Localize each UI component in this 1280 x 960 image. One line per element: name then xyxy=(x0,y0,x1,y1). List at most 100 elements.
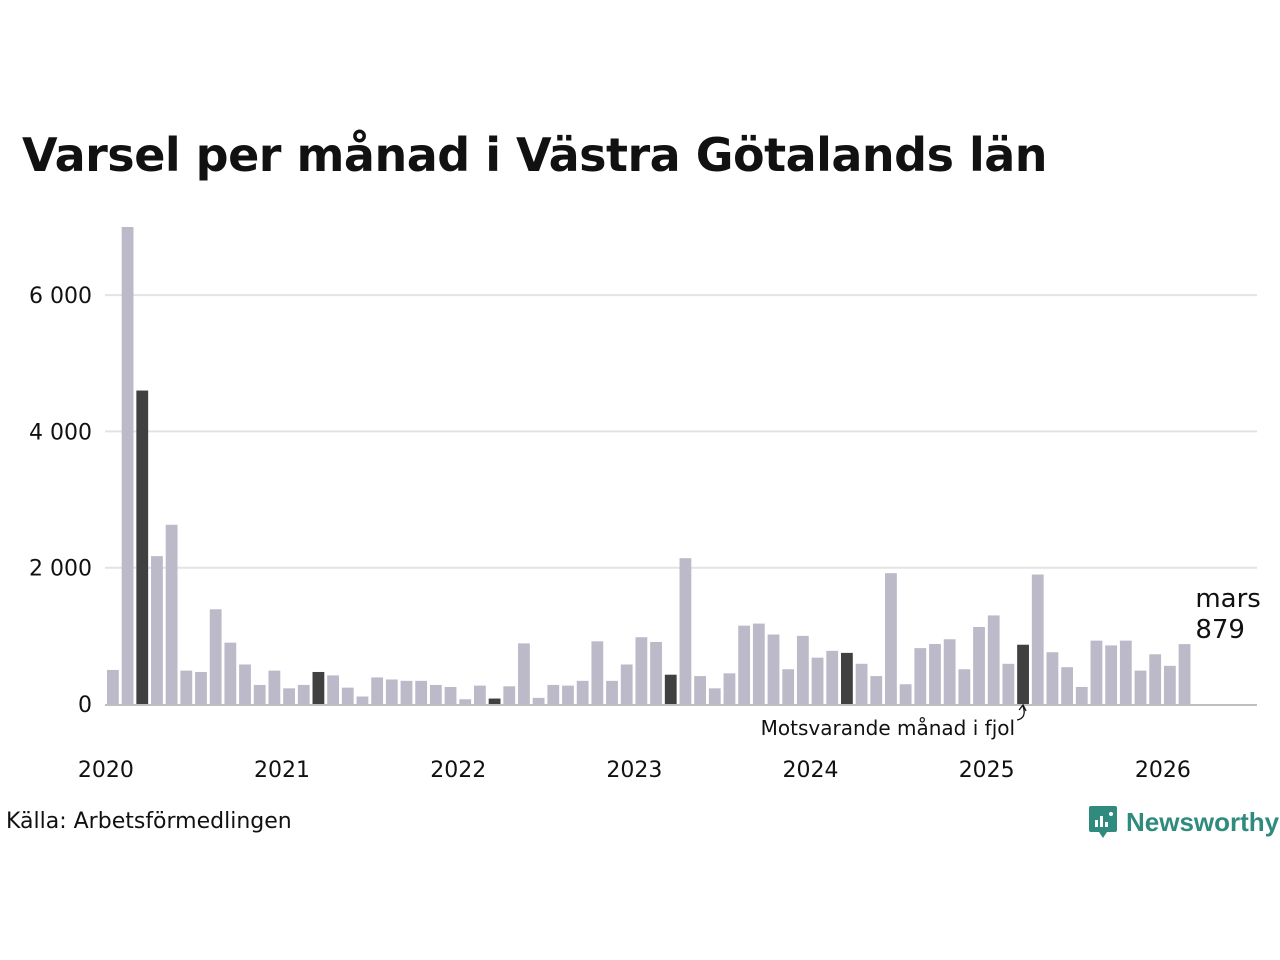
bar-2020-03 xyxy=(136,390,149,704)
bar-2022-03 xyxy=(488,698,501,704)
bar-2024-01 xyxy=(811,657,824,704)
x-axis-year-labels: 2020 2021 2022 2023 2024 2025 2026 xyxy=(78,758,1191,783)
bar-2020-12 xyxy=(268,670,281,704)
bar-2023-04 xyxy=(679,558,692,704)
newsworthy-logo[interactable]: Newsworthy xyxy=(1088,804,1279,840)
bar-2025-11 xyxy=(1134,670,1147,704)
y-axis-ticks: 0 2 000 4 000 6 000 xyxy=(29,284,92,718)
bar-2024-07 xyxy=(899,684,912,704)
bar-2023-02 xyxy=(650,641,662,704)
bar-2024-09 xyxy=(929,644,941,704)
bar-2021-01 xyxy=(283,688,295,704)
bar-2021-04 xyxy=(327,675,339,704)
bar-2022-08 xyxy=(562,685,574,704)
bar-2021-07 xyxy=(371,677,384,704)
x-year-label: 2022 xyxy=(430,758,486,783)
bar-2021-06 xyxy=(356,696,369,704)
brand-name: Newsworthy xyxy=(1126,806,1280,837)
bar-2024-05 xyxy=(870,676,883,704)
bar-2025-10 xyxy=(1119,640,1132,704)
bar-2022-10 xyxy=(591,641,604,704)
bar-2021-09 xyxy=(400,680,413,704)
bar-2020-10 xyxy=(239,664,251,704)
bar-2022-01 xyxy=(459,699,472,704)
bar-2026-02 xyxy=(1178,644,1191,704)
bar-2025-08 xyxy=(1090,640,1103,704)
bar-2021-12 xyxy=(444,686,457,704)
bar-2020-07 xyxy=(195,671,207,704)
gridlines xyxy=(105,294,1257,569)
bar-2023-06 xyxy=(708,688,721,704)
bar-2023-01 xyxy=(635,637,648,704)
bar-2022-09 xyxy=(576,680,589,704)
bar-2024-08 xyxy=(914,648,927,704)
bar-2022-05 xyxy=(518,643,530,704)
y-tick-label: 0 xyxy=(78,693,92,718)
source-note: Källa: Arbetsförmedlingen xyxy=(6,809,292,834)
bar-2020-01 xyxy=(107,669,119,704)
bar-2025-07 xyxy=(1075,686,1088,704)
bar-2021-03 xyxy=(312,671,325,704)
bar-2025-09 xyxy=(1105,645,1118,704)
bar-2020-02 xyxy=(121,227,134,704)
bar-2023-10 xyxy=(767,634,780,704)
bar-2024-11 xyxy=(958,669,971,704)
bar-2023-11 xyxy=(782,669,795,704)
bar-2025-03 xyxy=(1017,644,1029,704)
bar-2020-09 xyxy=(224,642,237,704)
x-year-label: 2020 xyxy=(78,758,134,783)
y-tick-label: 6 000 xyxy=(29,284,92,309)
x-year-label: 2023 xyxy=(606,758,662,783)
bars xyxy=(107,227,1191,704)
y-tick-label: 2 000 xyxy=(29,557,92,582)
bar-2024-12 xyxy=(973,627,985,704)
x-year-label: 2025 xyxy=(959,758,1015,783)
bar-2021-02 xyxy=(297,684,310,704)
bar-2022-07 xyxy=(547,684,560,704)
bar-2021-10 xyxy=(415,680,428,704)
bar-2022-12 xyxy=(620,664,633,704)
bar-2025-04 xyxy=(1031,574,1044,704)
bar-2024-10 xyxy=(943,639,956,704)
bar-2023-12 xyxy=(796,635,809,704)
bar-2023-09 xyxy=(752,623,765,704)
bar-2022-04 xyxy=(503,686,516,704)
bar-2020-11 xyxy=(253,684,266,704)
bar-2025-06 xyxy=(1061,667,1073,704)
bar-2023-07 xyxy=(723,673,736,704)
x-year-label: 2026 xyxy=(1135,758,1191,783)
bar-2025-12 xyxy=(1149,654,1162,704)
y-tick-label: 4 000 xyxy=(29,420,92,445)
bar-2021-05 xyxy=(341,687,354,704)
bar-2024-06 xyxy=(885,573,897,704)
annotation-arrow xyxy=(1016,705,1025,721)
bar-2026-01 xyxy=(1163,665,1176,704)
bar-2021-11 xyxy=(429,684,442,704)
current-value-label: 879 xyxy=(1195,615,1245,645)
bar-2020-08 xyxy=(209,609,222,704)
current-month-label: mars xyxy=(1195,584,1261,614)
bar-2024-04 xyxy=(855,663,868,704)
bar-2020-05 xyxy=(165,524,178,704)
x-year-label: 2021 xyxy=(254,758,310,783)
bar-2022-02 xyxy=(474,685,486,704)
bar-2020-04 xyxy=(151,556,163,704)
bar-2023-08 xyxy=(738,625,751,704)
bar-2022-06 xyxy=(532,697,545,704)
chart-title: Varsel per månad i Västra Götalands län xyxy=(22,128,1048,182)
bar-2025-01 xyxy=(987,615,1000,704)
bar-2020-06 xyxy=(180,670,193,704)
bar-2021-08 xyxy=(385,679,398,704)
bar-2023-03 xyxy=(664,674,677,704)
bar-2022-11 xyxy=(606,680,618,704)
newsworthy-logo-icon xyxy=(1089,806,1117,838)
bar-2025-02 xyxy=(1002,663,1015,704)
bar-2024-02 xyxy=(826,650,839,704)
bar-2024-03 xyxy=(841,652,853,704)
bar-2023-05 xyxy=(694,676,706,704)
x-year-label: 2024 xyxy=(783,758,839,783)
annotation-arrowhead xyxy=(1018,703,1027,712)
previous-year-label: Motsvarande månad i fjol xyxy=(761,716,1015,740)
